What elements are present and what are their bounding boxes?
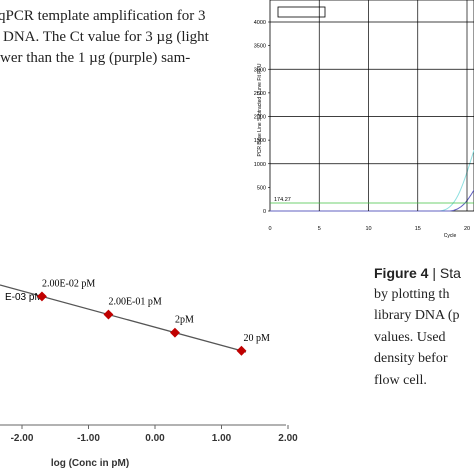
y-tick-label: 4000: [254, 20, 266, 26]
point-label: 20 pM: [243, 333, 270, 344]
x-tick-label: 1.00: [212, 433, 232, 444]
x-tick-label: 10: [365, 226, 371, 232]
y-tick-label: 0: [263, 209, 266, 215]
x-tick-label: 20: [464, 226, 470, 232]
x-tick-label: -1.00: [77, 433, 100, 444]
caption-line: wer than the 1 µg (purple) sam-: [0, 50, 191, 66]
figure-label: Figure 4: [374, 265, 429, 281]
x-axis-label: log (Conc in pM): [51, 458, 129, 469]
x-tick-label: 15: [415, 226, 421, 232]
y-tick-label: 2000: [254, 115, 266, 121]
y-axis-label: PCR Base Line Subtracted Curve Fit RFU: [257, 63, 263, 156]
x-tick-label: -2.00: [11, 433, 34, 444]
x-axis-label: Cycle: [444, 233, 457, 239]
point-label: 2.00E-02 pM: [42, 278, 95, 289]
caption-text: by plotting th: [374, 286, 450, 302]
caption-line: Figure 4 | Sta: [374, 263, 461, 285]
caption-text: values. Used: [374, 329, 446, 345]
y-tick-label: 2500: [254, 91, 266, 97]
y-tick-label: 1000: [254, 162, 266, 168]
y-tick-label: 1500: [254, 138, 266, 144]
caption-text: density befor: [374, 351, 448, 366]
threshold-label: 174.27: [274, 197, 291, 203]
caption-line: by plotting th: [374, 285, 449, 305]
data-point: [103, 309, 114, 320]
point-label: 2.00E-01 pM: [108, 297, 161, 308]
caption-line: DNA. The Ct value for 3 µg (light: [3, 29, 209, 45]
caption-line: values. Used: [374, 328, 446, 348]
x-tick-label: 0: [268, 226, 271, 232]
y-tick-label: 500: [257, 185, 266, 191]
amp-curve: [270, 189, 474, 212]
caption-line: library DNA (p: [374, 306, 460, 326]
x-tick-label: 5: [318, 226, 321, 232]
caption-line: flow cell.: [374, 371, 427, 391]
caption-text: | Sta: [428, 265, 461, 281]
qpcr-legend: [277, 6, 326, 18]
data-point: [236, 345, 247, 356]
qpcr-frame: [269, 0, 474, 212]
point-label: E-03 pM: [5, 292, 43, 303]
y-tick-label: 3000: [254, 67, 266, 73]
caption-text: library DNA (p: [374, 308, 460, 323]
caption-line: density befor: [374, 349, 447, 369]
y-tick-label: 3500: [254, 44, 266, 50]
caption-text: flow cell.: [374, 372, 427, 388]
data-point: [170, 327, 180, 338]
x-tick-label: 0.00: [145, 433, 165, 444]
x-tick-label: 2.00: [278, 433, 298, 444]
point-label: 2pM: [175, 315, 194, 326]
caption-line: qPCR template amplification for 3: [0, 8, 206, 24]
